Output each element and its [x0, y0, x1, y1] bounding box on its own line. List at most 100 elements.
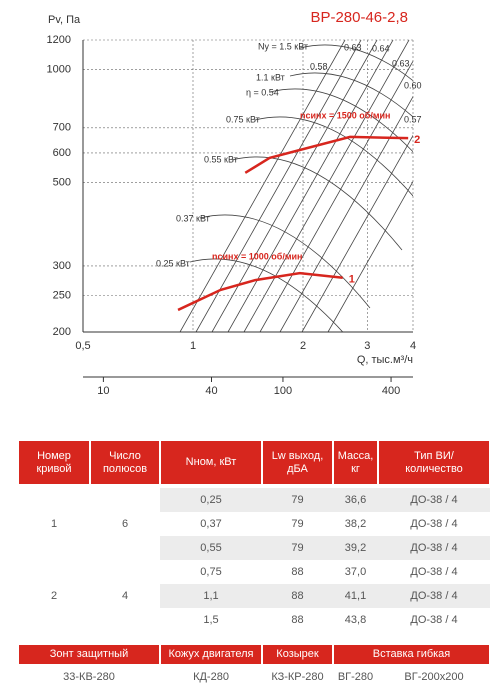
curve-number: 2: [50, 590, 58, 602]
table-cell: ДО-38 / 4: [378, 536, 490, 560]
x-tick-label: 3: [364, 340, 370, 352]
curve-label: 1: [349, 274, 355, 286]
y-tick-label: 700: [53, 122, 71, 134]
annotation: 1.1 кВт: [256, 72, 285, 82]
efficiency-line: [327, 180, 413, 332]
accessory-header: Кожух двигателя: [160, 644, 262, 665]
annotation: 0.57: [404, 114, 422, 124]
accessory-header: Зонт защитный: [18, 644, 160, 665]
accessory-header: Вставка гибкая: [333, 644, 490, 665]
accessory-header: Козырек: [262, 644, 333, 665]
efficiency-line: [227, 40, 394, 332]
x2-tick-label: 400: [382, 385, 400, 397]
poles: 4: [121, 590, 129, 602]
accessory-value: 33-КВ-280: [63, 671, 115, 683]
y-tick-label: 300: [53, 260, 71, 272]
x2-tick-label: 10: [97, 385, 109, 397]
curve: [244, 135, 409, 174]
chart-title: ВР-280-46-2,8: [310, 9, 408, 26]
y-tick-label: 500: [53, 177, 71, 189]
table-header: Масса, кг: [333, 440, 378, 485]
accessory-value: ВГ-280: [337, 671, 374, 683]
table-cell: 79: [262, 488, 333, 512]
annotation: 0.37 кВт: [176, 213, 210, 223]
x-tick-label: 4: [410, 340, 416, 352]
efficiency-line: [279, 95, 413, 332]
table-cell: ДО-38 / 4: [378, 488, 490, 512]
accessory-value: КД-280: [193, 671, 229, 683]
x-axis-title: Q, тыс.м³/ч: [357, 354, 413, 366]
annotation: Ny = 1.5 кВт: [258, 41, 308, 51]
accessory-value: КЗ-КР-280: [271, 671, 324, 683]
table-header: Lw выход, дБА: [262, 440, 333, 485]
table-cell: 41,1: [333, 584, 378, 608]
table-header: Nном, кВт: [160, 440, 262, 485]
table-cell: ДО-38 / 4: [378, 584, 490, 608]
power-curve: [299, 44, 413, 82]
x-tick-label: 0,5: [75, 340, 90, 352]
table-cell: 36,6: [333, 488, 378, 512]
table-cell: ДО-38 / 4: [410, 614, 458, 626]
table-cell: 37,0: [344, 566, 367, 578]
table-cell: 88: [291, 614, 304, 626]
annotation: 0.75 кВт: [226, 114, 260, 124]
efficiency-line: [195, 40, 362, 332]
power-curve: [254, 116, 413, 197]
y-tick-label: 1200: [47, 34, 71, 46]
x-tick-label: 1: [190, 340, 196, 352]
table-cell: 0,55: [160, 536, 262, 560]
y-tick-label: 200: [53, 326, 71, 338]
chart: ВР-280-46-2,8 Pv, Па Q, тыс.м³/ч 200 250 3…: [47, 9, 422, 397]
efficiency-line: [259, 60, 413, 332]
table-cell: 1,1: [160, 584, 262, 608]
annotation: 0.60: [404, 80, 422, 90]
power-curve: [269, 88, 413, 153]
table-cell: 1,5: [203, 614, 219, 626]
poles: 6: [121, 518, 129, 530]
table-cell: 0,37: [200, 518, 222, 530]
table-header: Номер кривой: [18, 440, 90, 485]
y-axis-title: Pv, Па: [48, 14, 81, 26]
power-curve: [189, 258, 344, 332]
curve-label: 2: [414, 134, 420, 146]
table-cell: ДО-38 / 4: [410, 566, 458, 578]
curve-number: 1: [50, 518, 58, 530]
annotation: η = 0.54: [246, 87, 279, 97]
power-curve: [199, 214, 371, 309]
table-cell: 0,25: [160, 488, 262, 512]
table-cell: 79: [262, 536, 333, 560]
annotation: 0.55 кВт: [204, 154, 238, 164]
y-tick-label: 600: [53, 147, 71, 159]
y-tick-label: 250: [53, 290, 71, 302]
efficiency-line: [179, 40, 346, 332]
annotation: 0.25 кВт: [156, 258, 190, 268]
power-curve: [289, 72, 413, 118]
annotation: 0.63: [344, 42, 362, 52]
x2-tick-label: 40: [205, 385, 217, 397]
table-cell: 39,2: [333, 536, 378, 560]
y-tick-label: 1000: [47, 64, 71, 76]
annotation: 0.64: [372, 43, 390, 53]
table-cell: 88: [291, 566, 304, 578]
curve: [177, 271, 343, 312]
table-cell: 38,2: [344, 518, 367, 530]
table-cell: 43,8: [344, 614, 367, 626]
x-tick-label: 2: [300, 340, 306, 352]
annotation: 0.58: [310, 61, 328, 71]
table-cell: 0,75: [200, 566, 222, 578]
table-header: Число полюсов: [90, 440, 160, 485]
power-curve: [231, 156, 403, 251]
table-cell: 79: [291, 518, 304, 530]
annotation: nсинх = 1000 об/мин: [212, 251, 302, 261]
efficiency-line: [301, 134, 413, 332]
iso-lines: [179, 40, 413, 332]
efficiency-line: [243, 40, 410, 332]
accessory-value: ВГ-200х200: [404, 671, 464, 683]
table-cell: ДО-38 / 4: [410, 518, 458, 530]
annotation: 0.63: [392, 58, 410, 68]
table-header: Тип ВИ/ количество: [378, 440, 490, 485]
annotation: nсинх = 1500 об/мин: [300, 110, 390, 120]
x2-tick-label: 100: [274, 385, 292, 397]
table-cell: 88: [262, 584, 333, 608]
